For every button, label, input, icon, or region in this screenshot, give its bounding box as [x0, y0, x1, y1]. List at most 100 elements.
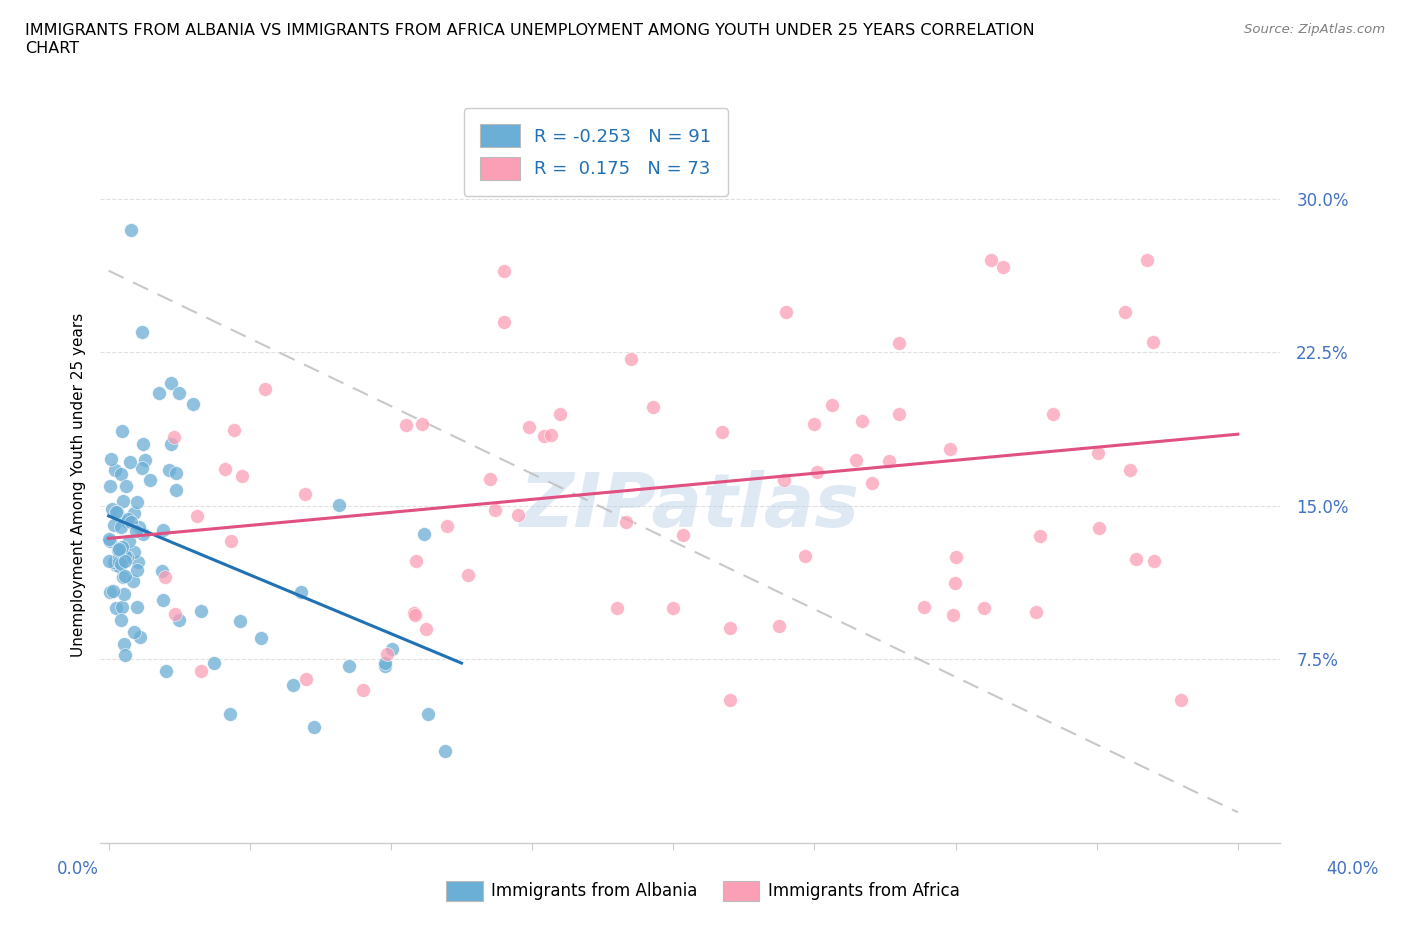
Point — [152, 592, 174, 607]
Point — [290, 585, 312, 600]
Point — [108, 542, 131, 557]
Point — [295, 672, 318, 687]
Text: 0.0%: 0.0% — [56, 860, 98, 878]
Point — [120, 514, 142, 529]
Point — [129, 630, 152, 644]
Point — [118, 534, 141, 549]
Point — [150, 564, 173, 578]
Point — [153, 570, 176, 585]
Point — [1025, 604, 1047, 619]
Point — [328, 498, 350, 512]
Point — [484, 502, 506, 517]
Point — [718, 693, 741, 708]
Point — [1114, 304, 1136, 319]
Point — [860, 476, 883, 491]
Point — [1136, 253, 1159, 268]
Point — [945, 550, 967, 565]
Point — [718, 621, 741, 636]
Point — [111, 546, 134, 561]
Point — [1170, 693, 1192, 708]
Point — [98, 553, 121, 568]
Point — [121, 574, 143, 589]
Point — [110, 557, 132, 572]
Point — [124, 544, 146, 559]
Point — [614, 514, 637, 529]
Point — [1125, 552, 1147, 567]
Point — [98, 478, 121, 493]
Point — [294, 487, 316, 502]
Point — [404, 608, 426, 623]
Point — [492, 314, 515, 329]
Point — [415, 621, 437, 636]
Point — [540, 428, 562, 443]
Point — [132, 437, 155, 452]
Point — [108, 559, 131, 574]
Point — [942, 607, 965, 622]
Point — [111, 539, 134, 554]
Point — [352, 683, 374, 698]
Point — [1142, 335, 1164, 350]
Point — [105, 600, 128, 615]
Point — [980, 253, 1002, 268]
Point — [641, 399, 664, 414]
Legend: R = -0.253   N = 91, R =  0.175   N = 73: R = -0.253 N = 91, R = 0.175 N = 73 — [464, 108, 728, 196]
Point — [190, 664, 212, 679]
Point — [110, 613, 132, 628]
Point — [395, 418, 418, 432]
Point — [402, 606, 425, 621]
Point — [250, 631, 273, 645]
Point — [163, 430, 186, 445]
Point — [416, 707, 439, 722]
Point — [132, 526, 155, 541]
Point — [821, 397, 844, 412]
Point — [112, 586, 135, 601]
Point — [231, 469, 253, 484]
Point — [912, 600, 935, 615]
Point — [550, 406, 572, 421]
Point — [98, 585, 121, 600]
Point — [304, 720, 326, 735]
Point — [160, 437, 183, 452]
Point — [148, 386, 170, 401]
Point — [775, 304, 797, 319]
Point — [1042, 406, 1064, 421]
Point — [381, 642, 404, 657]
Point — [101, 583, 124, 598]
Point — [375, 647, 398, 662]
Point — [155, 663, 177, 678]
Point — [111, 424, 134, 439]
Point — [114, 647, 136, 662]
Point — [229, 613, 252, 628]
Point — [114, 549, 136, 564]
Point — [103, 518, 125, 533]
Point — [492, 263, 515, 278]
Text: Source: ZipAtlas.com: Source: ZipAtlas.com — [1244, 23, 1385, 36]
Point — [125, 563, 148, 578]
Point — [110, 466, 132, 481]
Point — [114, 554, 136, 569]
Point — [114, 568, 136, 583]
Point — [281, 677, 304, 692]
Point — [115, 513, 138, 528]
Point — [254, 381, 277, 396]
Point — [851, 413, 873, 428]
Text: IMMIGRANTS FROM ALBANIA VS IMMIGRANTS FROM AFRICA UNEMPLOYMENT AMONG YOUTH UNDER: IMMIGRANTS FROM ALBANIA VS IMMIGRANTS FR… — [25, 23, 1035, 56]
Point — [127, 495, 149, 510]
Point — [163, 606, 186, 621]
Point — [104, 505, 127, 520]
Point — [120, 222, 142, 237]
Text: 40.0%: 40.0% — [1326, 860, 1379, 878]
Point — [103, 462, 125, 477]
Point — [120, 455, 142, 470]
Point — [97, 531, 120, 546]
Point — [806, 465, 828, 480]
Point — [412, 526, 434, 541]
Point — [131, 325, 153, 339]
Y-axis label: Unemployment Among Youth under 25 years: Unemployment Among Youth under 25 years — [72, 313, 86, 658]
Point — [939, 442, 962, 457]
Point — [131, 461, 153, 476]
Point — [533, 429, 555, 444]
Point — [945, 576, 967, 591]
Point — [411, 417, 433, 432]
Point — [222, 422, 245, 437]
